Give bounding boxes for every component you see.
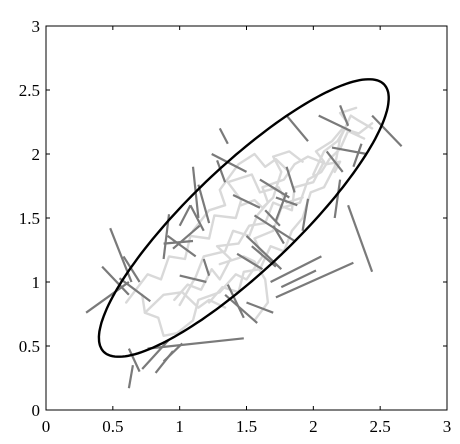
dark-segment-30 bbox=[275, 196, 298, 207]
y-tick-label-6: 3 bbox=[32, 17, 41, 36]
dark-segment-34 bbox=[270, 255, 322, 283]
dark-segment-39 bbox=[325, 150, 344, 173]
dark-segment-43 bbox=[352, 143, 363, 168]
dark-segment-2 bbox=[109, 227, 133, 283]
dark-segment-3 bbox=[122, 255, 141, 283]
x-axis: 0 0.5 1 1.5 2 2.5 3 bbox=[42, 26, 452, 436]
dark-segment-6 bbox=[127, 365, 134, 389]
dark-segment-25 bbox=[236, 252, 264, 271]
dark-segment-8 bbox=[147, 337, 244, 350]
light-path-8 bbox=[240, 150, 304, 209]
dark-segment-1 bbox=[101, 265, 130, 296]
dark-segment-19 bbox=[197, 184, 211, 224]
y-tick-label-1: 0.5 bbox=[19, 337, 40, 356]
ellipse bbox=[97, 78, 390, 358]
dark-segment-41 bbox=[331, 146, 367, 156]
dark-segment-20 bbox=[202, 258, 211, 276]
dark-segment-4 bbox=[118, 277, 151, 303]
dark-segment-46 bbox=[272, 225, 285, 245]
dark-segment-26 bbox=[245, 235, 283, 270]
dark-segment-5 bbox=[127, 348, 141, 373]
y-tick-label-4: 2 bbox=[32, 145, 41, 164]
dark-segment-16 bbox=[178, 204, 192, 227]
x-tick-label-3: 1.5 bbox=[236, 417, 257, 436]
dark-segment-42 bbox=[347, 204, 374, 273]
dark-segment-48 bbox=[232, 194, 261, 209]
x-tick-label-6: 3 bbox=[443, 417, 452, 436]
x-tick-label-2: 1 bbox=[175, 417, 184, 436]
dark-segment-49 bbox=[211, 153, 248, 173]
light-path-7 bbox=[143, 291, 227, 314]
dark-segment-32 bbox=[285, 166, 296, 193]
light-path-2 bbox=[173, 122, 374, 302]
dark-segment-17 bbox=[189, 204, 205, 232]
dark-segment-7 bbox=[141, 338, 170, 370]
dark-segment-15 bbox=[166, 235, 197, 258]
dark-segment-28 bbox=[259, 178, 290, 199]
y-tick-label-2: 1 bbox=[32, 273, 41, 292]
dark-segment-22 bbox=[216, 160, 227, 183]
dark-segment-33 bbox=[301, 198, 310, 231]
y-tick-label-0: 0 bbox=[32, 401, 41, 420]
x-tick-label-4: 2 bbox=[309, 417, 318, 436]
x-tick-label-0: 0 bbox=[42, 417, 51, 436]
dark-segment-35 bbox=[280, 269, 317, 289]
dark-segment-12 bbox=[172, 224, 201, 250]
x-tick-label-1: 0.5 bbox=[102, 417, 123, 436]
dark-segment-11 bbox=[163, 239, 194, 245]
dark-segment-13 bbox=[179, 274, 207, 284]
dark-segment-40 bbox=[333, 179, 342, 219]
dark-segment-50 bbox=[246, 301, 274, 314]
dark-segment-45 bbox=[371, 114, 403, 148]
y-tick-label-3: 1.5 bbox=[19, 209, 40, 228]
dark-segment-44 bbox=[339, 104, 350, 127]
dark-segment-24 bbox=[226, 284, 245, 319]
light-path-5 bbox=[191, 152, 288, 232]
data-layer bbox=[85, 78, 403, 389]
dark-segment-31 bbox=[274, 192, 288, 221]
dark-segment-36 bbox=[275, 261, 354, 299]
y-axis: 0 0.5 1 1.5 2 2.5 3 bbox=[19, 17, 447, 420]
x-tick-label-5: 2.5 bbox=[370, 417, 391, 436]
dark-segment-10 bbox=[154, 350, 174, 374]
dark-segment-21 bbox=[218, 127, 229, 145]
dark-segment-38 bbox=[318, 114, 352, 132]
dark-segment-29 bbox=[264, 209, 281, 227]
y-tick-label-5: 2.5 bbox=[19, 81, 40, 100]
dark-segment-37 bbox=[285, 114, 309, 142]
light-path-6 bbox=[218, 255, 270, 322]
light-path-1 bbox=[125, 173, 304, 304]
